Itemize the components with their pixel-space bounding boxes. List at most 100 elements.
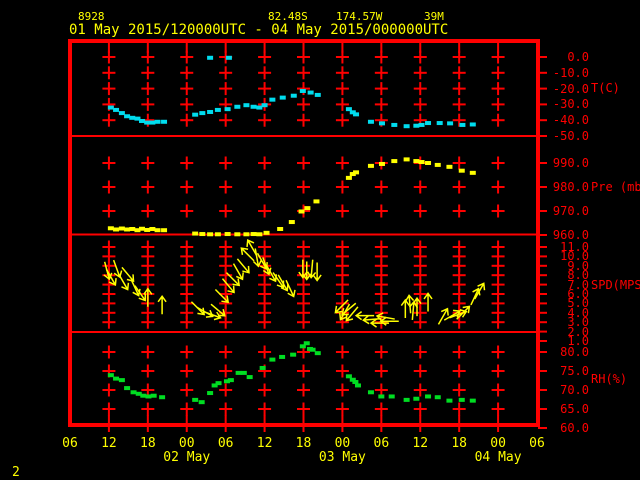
- temperature-data-point: [134, 116, 141, 121]
- y-tick-label: 980.0: [552, 180, 589, 194]
- temperature-data-point: [299, 88, 306, 93]
- temperature-data-point: [314, 92, 321, 97]
- relative_humidity-data-point: [130, 390, 137, 395]
- relative_humidity-data-point: [107, 373, 114, 378]
- relative_humidity-data-point: [227, 378, 234, 383]
- panel-title: SPD(MPS): [591, 278, 640, 292]
- wind-arrow: [423, 292, 433, 312]
- temperature-data-point: [129, 115, 136, 120]
- temperature-data-point: [345, 107, 352, 112]
- wind-arrow-glyph: [400, 298, 410, 319]
- y-tick-label: 970.0: [552, 204, 589, 218]
- temperature-data-point: [107, 105, 114, 110]
- wind-arrow: [277, 274, 289, 292]
- temperature-data-point: [250, 104, 257, 109]
- x-tick-label: 06: [217, 436, 234, 451]
- relative_humidity-data-point: [469, 398, 476, 403]
- wind-arrow-glyph: [214, 288, 230, 304]
- temperature-data-point: [118, 111, 125, 116]
- temperature-data-point: [459, 122, 466, 127]
- wind-arrow-glyph: [236, 258, 250, 274]
- wind-arrow: [143, 287, 153, 307]
- wind-arrow-glyph: [210, 303, 226, 317]
- temperature-data-point: [144, 120, 151, 125]
- temperature-data-point: [436, 121, 443, 126]
- wind-arrow-glyph: [449, 309, 468, 319]
- relative_humidity-data-point: [446, 398, 453, 403]
- relative_humidity-data-point: [198, 400, 205, 405]
- temperature-data-point: [149, 120, 156, 125]
- pressure-data-point: [129, 227, 136, 231]
- wind-arrow-glyph: [252, 248, 263, 268]
- pressure-data-point: [446, 164, 453, 169]
- x-date-label: 02 May: [163, 450, 211, 465]
- wind-arrow-glyph: [379, 316, 399, 326]
- relative_humidity-data-point: [279, 354, 286, 359]
- y-tick-label: -10.0: [552, 65, 589, 80]
- x-tick-label: 18: [295, 436, 312, 451]
- temperature-data-point: [367, 119, 374, 124]
- temperature-data-point: [307, 90, 314, 95]
- pressure-data-point: [418, 160, 425, 165]
- wind-arrow-glyph: [246, 239, 258, 257]
- pressure-data-point: [214, 232, 221, 237]
- temperature-data-point: [256, 105, 263, 110]
- station-elevation: 39M: [424, 10, 444, 23]
- x-tick-label: 12: [101, 436, 117, 451]
- wind-arrow-glyph: [277, 274, 289, 292]
- wind-arrow: [134, 285, 147, 302]
- wind-arrow-glyph: [118, 273, 130, 291]
- y-tick-label: 960.0: [552, 228, 589, 242]
- wind-arrow: [412, 296, 422, 317]
- relative_humidity-data-point: [211, 383, 218, 388]
- wind-arrow-glyph: [285, 279, 296, 298]
- temperature-data-point: [113, 107, 120, 112]
- wind-arrow: [345, 306, 359, 322]
- pressure-data-point: [277, 227, 284, 231]
- relative_humidity-data-point: [113, 376, 120, 381]
- pressure-data-point: [118, 226, 125, 231]
- y-tick-label: -50.0: [552, 129, 589, 143]
- relative_humidity-data-point: [299, 344, 306, 349]
- wind-arrow-glyph: [221, 278, 235, 294]
- pressure-data-point: [154, 228, 161, 233]
- y-tick-label: 9.0: [567, 258, 589, 273]
- pressure-data-point: [403, 157, 410, 162]
- pressure-data-point: [434, 162, 441, 167]
- temperature-data-point: [224, 107, 231, 112]
- y-tick-label: -30.0: [552, 97, 589, 112]
- station-latitude: 82.48S: [268, 10, 308, 23]
- y-tick-label: 70.0: [560, 383, 589, 397]
- wind-arrow-glyph: [345, 306, 359, 322]
- relative_humidity-data-point: [309, 347, 316, 352]
- wind-arrow: [379, 316, 399, 326]
- relative_humidity-data-point: [425, 394, 432, 399]
- temperature-data-point: [378, 121, 385, 126]
- wind-arrow-glyph: [354, 311, 375, 321]
- wind-arrow: [236, 258, 250, 274]
- temperature-data-point: [192, 112, 199, 117]
- x-tick-label: 06: [373, 436, 390, 451]
- wind-arrow: [203, 310, 222, 321]
- pressure-data-point: [149, 227, 156, 231]
- pressure-data-point: [353, 170, 360, 175]
- pressure-data-point: [192, 231, 199, 236]
- wind-arrow: [456, 305, 471, 320]
- wind-arrow: [118, 273, 130, 291]
- wind-arrow-glyph: [262, 257, 272, 276]
- x-tick-label: 00: [490, 436, 506, 451]
- y-tick-label: 65.0: [560, 402, 589, 416]
- x-tick-label: 12: [412, 436, 429, 451]
- wind-arrow: [312, 262, 322, 282]
- wind-arrow-glyph: [232, 263, 244, 281]
- wind-arrow: [474, 282, 486, 300]
- wind-arrow: [105, 268, 117, 286]
- wind-arrow: [285, 279, 296, 298]
- panel-title: T(C): [591, 81, 620, 95]
- station-longitude: 174.57W: [336, 10, 383, 23]
- wind-arrow-glyph: [369, 318, 390, 328]
- temperature-data-point: [199, 111, 206, 116]
- pressure-data-point: [349, 172, 356, 177]
- relative_humidity-data-point: [150, 393, 157, 398]
